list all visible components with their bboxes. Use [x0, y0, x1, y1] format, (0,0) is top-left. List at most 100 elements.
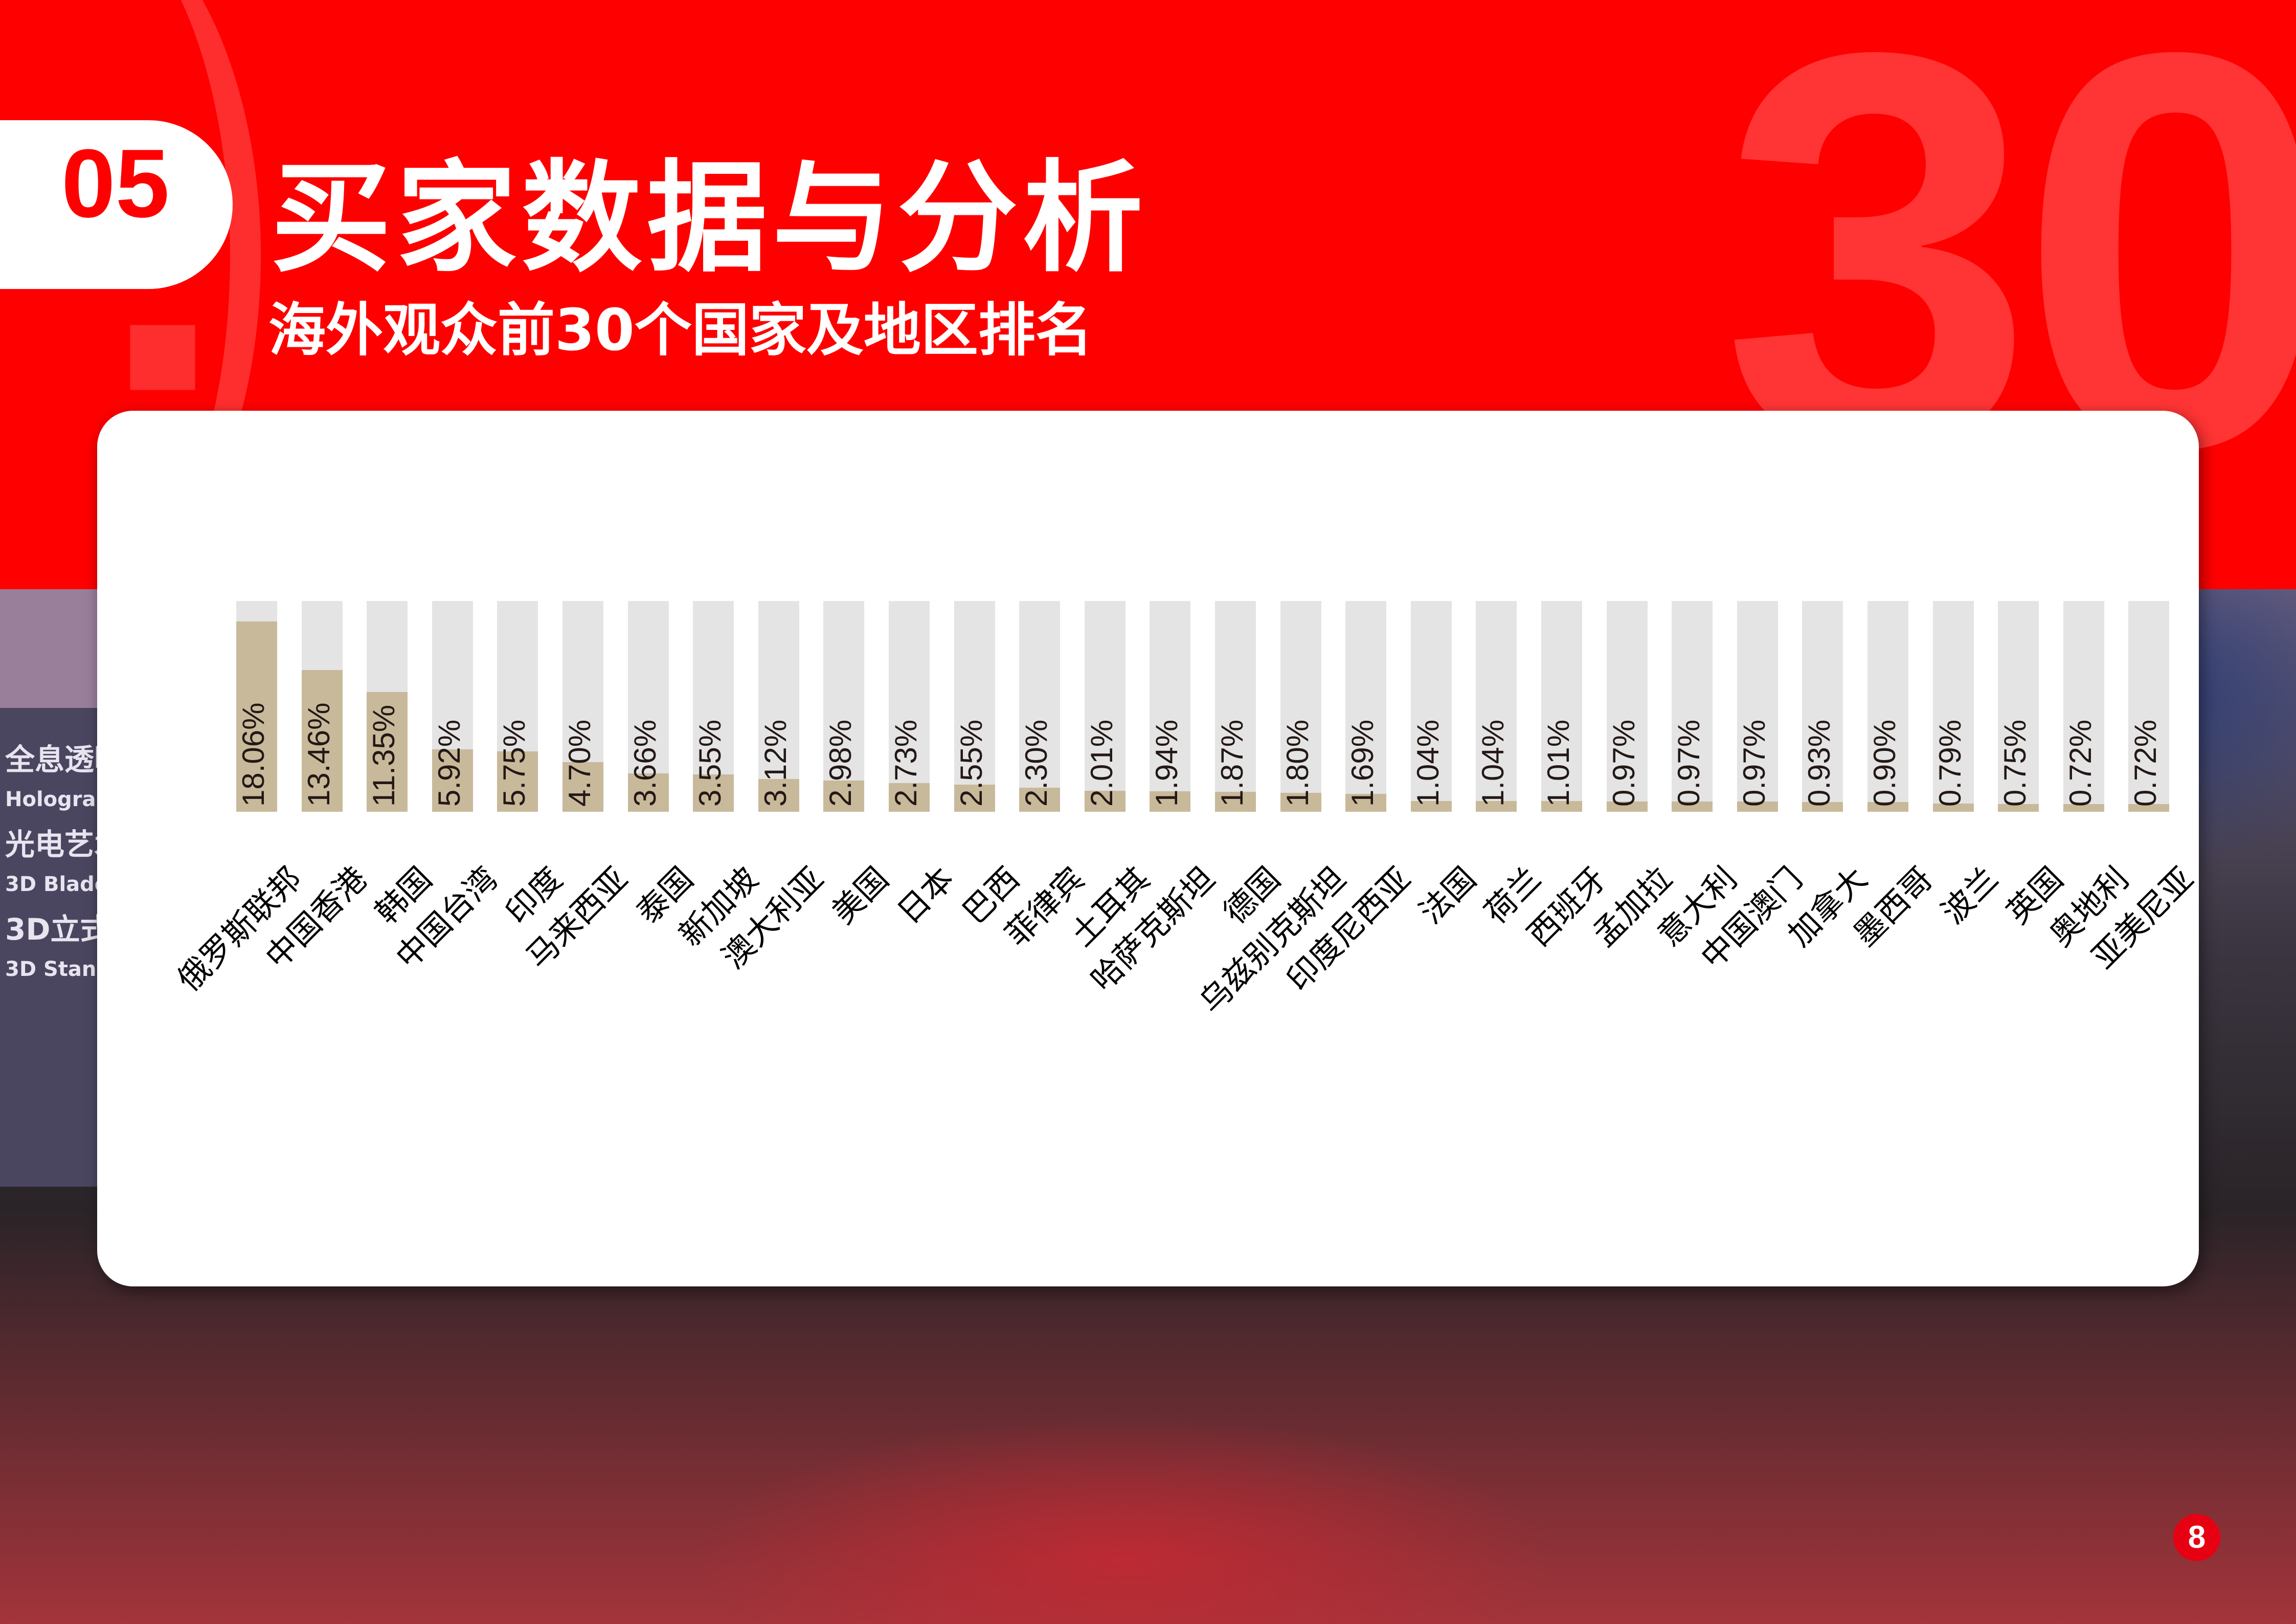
- bar-value-label: 2.98%: [823, 719, 858, 807]
- bar-track: 1.94%: [1150, 601, 1191, 812]
- bar-value-label: 0.72%: [2063, 719, 2098, 807]
- bar-value-label: 2.01%: [1084, 719, 1119, 807]
- bar-track: 0.93%: [1802, 601, 1843, 812]
- bar-fill: [1476, 800, 1517, 812]
- bar-value-label: 0.97%: [1672, 719, 1706, 807]
- sign-text: 3D Bladele: [5, 873, 129, 896]
- bar-track: 3.66%: [627, 601, 669, 812]
- bar-value-label: 1.87%: [1215, 719, 1249, 807]
- bar-track: 18.06%: [236, 601, 277, 812]
- bar-track: 2.98%: [823, 601, 865, 812]
- bar-track: 1.04%: [1476, 601, 1517, 812]
- sign-text: 光电艺术: [5, 827, 124, 862]
- bar-fill: [1150, 791, 1191, 812]
- bar-track: 2.30%: [1019, 601, 1061, 812]
- bar-value-label: 0.97%: [1606, 719, 1641, 807]
- bar-fill: [562, 762, 603, 812]
- bar-value-label: 2.73%: [889, 719, 923, 807]
- bar-track: 1.87%: [1215, 601, 1256, 812]
- bar-value-label: 13.46%: [301, 702, 336, 807]
- bar-fill: [1410, 800, 1452, 812]
- bar-track: 1.04%: [1410, 601, 1452, 812]
- bar-value-label: 1.94%: [1150, 719, 1184, 807]
- bar-fill: [627, 773, 669, 812]
- x-axis-label: 美国: [824, 859, 896, 931]
- bar-value-label: 1.69%: [1345, 719, 1380, 807]
- bar-fill: [1737, 802, 1778, 812]
- chart-card: 18.06% 俄罗斯联邦 13.46% 中国香港 11.35% 韩国 5.92% 中国台湾 5.…: [97, 411, 2201, 1286]
- bar-fill: [1932, 803, 1974, 812]
- bar-track: 0.79%: [1932, 601, 1974, 812]
- bar-track: 4.70%: [562, 601, 603, 812]
- bar-track: 0.97%: [1672, 601, 1713, 812]
- bar-value-label: 2.30%: [1019, 719, 1054, 807]
- section-number: 05: [61, 129, 170, 238]
- bar-fill: [693, 774, 734, 812]
- bar-value-label: 2.55%: [954, 719, 988, 807]
- bar-track: 2.55%: [954, 601, 995, 812]
- bar-fill: [236, 621, 277, 812]
- sign-text: 全息透明: [5, 742, 124, 777]
- bar-value-label: 0.97%: [1737, 719, 1771, 807]
- page-number-badge: 8: [2173, 1514, 2220, 1561]
- bar-value-label: 0.79%: [1932, 719, 1967, 807]
- bar-track: 13.46%: [301, 601, 343, 812]
- bar-value-label: 1.01%: [1541, 719, 1575, 807]
- bar-fill: [432, 749, 473, 812]
- bar-track: 0.90%: [1867, 601, 1908, 812]
- bar-track: 2.73%: [889, 601, 930, 812]
- bar-track: 1.69%: [1345, 601, 1387, 812]
- bar-fill: [1802, 802, 1843, 812]
- bar-track: 0.72%: [2063, 601, 2104, 812]
- page-title: 买家数据与分析: [271, 149, 1148, 288]
- bar-fill: [758, 778, 799, 812]
- bar-fill: [823, 780, 865, 812]
- bar-track: 5.92%: [432, 601, 473, 812]
- bar-value-label: 3.12%: [758, 719, 793, 807]
- bar-value-label: 4.70%: [562, 719, 597, 807]
- sign-text: 3D立式: [5, 912, 110, 947]
- bar-value-label: 0.90%: [1867, 719, 1902, 807]
- sign-text: 3D Standi: [5, 958, 118, 981]
- bar-fill: [889, 783, 930, 812]
- x-axis-label: 波兰: [1933, 859, 2006, 931]
- bar-fill: [1345, 794, 1387, 812]
- bar-value-label: 5.92%: [432, 719, 466, 807]
- bar-fill: [1606, 802, 1648, 812]
- bar-value-label: 18.06%: [236, 702, 271, 807]
- bar-fill: [1084, 790, 1126, 812]
- background-sign: 全息透明 Holographic 光电艺术 3D Bladele 3D立式 3D Stan…: [0, 588, 145, 1187]
- bar-value-label: 11.35%: [367, 704, 401, 807]
- sign-text: Holographic: [5, 788, 145, 811]
- bar-track: 1.01%: [1541, 601, 1582, 812]
- x-axis-label: 法国: [1412, 859, 1483, 931]
- bar-fill: [301, 670, 343, 812]
- bar-track: 11.35%: [367, 601, 408, 812]
- bar-fill: [2063, 804, 2104, 812]
- bar-fill: [497, 751, 538, 812]
- bar-value-label: 3.55%: [693, 719, 728, 807]
- x-axis-label: 日本: [890, 859, 961, 931]
- bar-chart: 18.06% 俄罗斯联邦 13.46% 中国香港 11.35% 韩国 5.92% 中国台湾 5.…: [97, 411, 2201, 1286]
- bar-value-label: 5.75%: [497, 719, 532, 807]
- bar-value-label: 3.66%: [627, 719, 662, 807]
- section-tab: [0, 120, 233, 289]
- bar-track: 1.80%: [1280, 601, 1321, 812]
- page-subtitle: 海外观众前30个国家及地区排名: [268, 297, 1093, 364]
- bar-fill: [1019, 787, 1061, 812]
- bar-fill: [1215, 792, 1256, 812]
- bar-track: 5.75%: [497, 601, 538, 812]
- bar-fill: [1541, 801, 1582, 812]
- bar-track: 2.01%: [1084, 601, 1126, 812]
- bar-fill: [1280, 792, 1321, 812]
- bar-value-label: 0.75%: [1998, 719, 2033, 807]
- bar-fill: [1998, 804, 2039, 812]
- bar-fill: [954, 785, 995, 812]
- bar-value-label: 0.93%: [1802, 719, 1837, 807]
- bar-value-label: 1.80%: [1280, 719, 1315, 807]
- bar-value-label: 1.04%: [1410, 719, 1445, 807]
- bar-value-label: 0.72%: [2128, 719, 2163, 807]
- bar-fill: [1867, 802, 1908, 812]
- bar-track: 0.72%: [2128, 601, 2170, 812]
- bar-track: 0.75%: [1998, 601, 2039, 812]
